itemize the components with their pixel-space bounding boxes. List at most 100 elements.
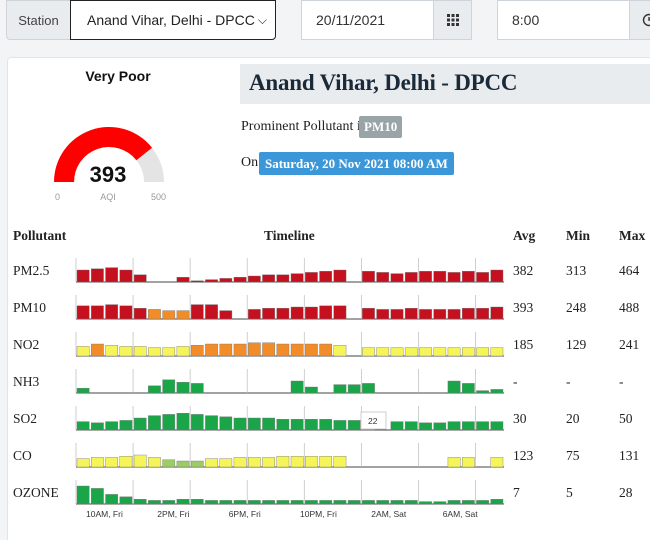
timeline-bar — [333, 384, 347, 394]
timeline-bar — [290, 419, 304, 431]
header-max: Max — [619, 228, 646, 243]
timeline-bar — [190, 280, 204, 283]
timeline-bar — [462, 347, 475, 357]
timeline-bar — [290, 456, 304, 468]
timeline-bar — [233, 276, 247, 283]
timeline-bar — [76, 346, 90, 357]
timeline-bar — [462, 421, 475, 431]
timeline-bar — [462, 457, 475, 468]
clock-button[interactable] — [629, 0, 650, 40]
timeline-bar — [219, 343, 233, 357]
timeline-bar — [91, 305, 104, 320]
time-axis-label: 6AM, Sat — [443, 509, 479, 519]
timeline-bar — [219, 500, 233, 505]
timeline-bar — [404, 347, 418, 357]
timeline-bar — [133, 307, 147, 320]
station-label: Station — [6, 0, 70, 40]
station-select[interactable]: Anand Vihar, Delhi - DPCC ⌵ — [70, 0, 276, 40]
aqi-card: Very Poor 393 AQI 0 500 Anand Vihar, Del… — [7, 57, 650, 540]
pollutant-min: 248 — [566, 300, 587, 315]
timeline-bar — [247, 342, 261, 357]
pollutant-max: 241 — [619, 337, 640, 352]
timeline-bar — [276, 274, 290, 283]
timeline-bar — [133, 454, 147, 468]
timeline-bar — [333, 269, 347, 283]
timeline-bar — [333, 500, 347, 505]
timeline-bar — [205, 279, 218, 283]
timeline-bar — [305, 500, 318, 505]
timeline-bar — [148, 457, 161, 468]
timeline-bar — [176, 413, 190, 431]
timeline-bar — [205, 343, 218, 357]
timeline-bar — [362, 307, 375, 320]
timeline-bar — [290, 380, 304, 394]
timeline-bar — [433, 309, 447, 320]
aqi-gauge — [54, 127, 164, 182]
pollutant-max: 488 — [619, 300, 640, 315]
timeline-bar — [233, 343, 247, 357]
pollutant-name: NO2 — [13, 337, 40, 352]
calendar-button[interactable] — [433, 0, 472, 40]
timeline-bar — [91, 422, 104, 431]
timeline-bar — [76, 305, 90, 320]
time-axis-label: 10PM, Fri — [300, 509, 337, 519]
timeline-bar — [433, 270, 447, 283]
timeline-bar — [462, 270, 475, 283]
pollutant-min: - — [566, 374, 571, 389]
timeline-bar — [476, 307, 489, 320]
timeline-bar — [162, 310, 176, 320]
timeline-bar — [447, 500, 461, 505]
timeline-bar — [247, 309, 261, 320]
timeline-bar — [333, 345, 347, 357]
timeline-bar — [190, 414, 204, 431]
top-controls: Station Anand Vihar, Delhi - DPCC ⌵ 20/1… — [0, 0, 650, 44]
prominent-pollutant-label: Prominent Pollutant is — [241, 119, 367, 134]
timeline-bar — [148, 500, 161, 505]
timeline-bar — [133, 499, 147, 505]
pollutant-avg: 185 — [513, 337, 534, 352]
timeline-bar — [419, 422, 432, 431]
timeline-bar — [476, 500, 489, 505]
timeline-bar — [148, 415, 161, 431]
timeline-bar — [447, 272, 461, 283]
pollutant-avg: - — [513, 374, 518, 389]
pollutant-name: PM10 — [13, 300, 47, 315]
pollutant-name: OZONE — [13, 485, 59, 500]
timeline-bar — [305, 343, 318, 357]
pollutant-name: SO2 — [13, 411, 38, 426]
timeline-bar — [262, 457, 275, 468]
timeline-bar — [190, 460, 204, 468]
time-input[interactable]: 8:00 — [497, 0, 629, 40]
pollutant-name: CO — [13, 448, 32, 463]
timeline-bar — [333, 420, 347, 431]
timeline-bar — [305, 272, 318, 283]
timeline-bar — [262, 417, 275, 431]
timeline-bar — [419, 309, 432, 320]
pollutant-avg: 382 — [513, 263, 534, 278]
timeline-bar — [319, 456, 332, 468]
timeline-bar — [105, 494, 118, 505]
timeline-bar — [362, 500, 375, 505]
timeline-bar — [91, 488, 104, 505]
timeline-bar — [219, 310, 233, 320]
timeline-bar — [390, 273, 404, 283]
timeline-bar — [419, 347, 432, 357]
timeline-bar — [233, 500, 247, 505]
timeline-bar — [219, 458, 233, 468]
gauge-fill — [54, 127, 153, 182]
timeline-bar — [462, 307, 475, 320]
timeline-bar — [176, 346, 190, 357]
timeline-bar — [176, 499, 190, 505]
pollutant-avg: 123 — [513, 448, 534, 463]
time-axis-label: 6PM, Fri — [229, 509, 261, 519]
timeline-bar — [290, 500, 304, 505]
date-input[interactable]: 20/11/2021 — [301, 0, 433, 40]
timeline-bar — [233, 457, 247, 468]
timeline-bar — [362, 383, 375, 394]
timeline-bar — [390, 500, 404, 505]
timeline-bar — [447, 309, 461, 320]
timeline-bar — [276, 500, 290, 505]
timeline-bar — [447, 457, 461, 468]
timeline-bar — [262, 342, 275, 357]
timeline-bar — [490, 389, 504, 394]
